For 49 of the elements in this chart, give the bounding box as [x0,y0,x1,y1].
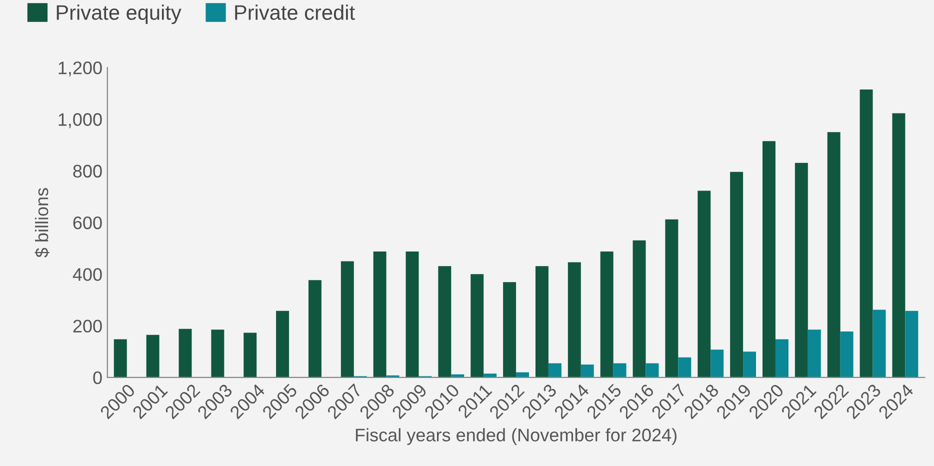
bar [373,251,386,378]
bar [665,219,678,378]
x-axis-title: Fiscal years ended (November for 2024) [356,428,676,446]
bar [710,350,724,378]
bar [146,334,160,378]
y-tick-label: 800 [73,164,102,178]
bar [211,330,224,378]
bar [827,132,840,378]
bar [808,330,821,378]
bar [840,331,854,378]
bar [484,374,497,378]
bar [632,240,646,378]
y-tick-label: 0 [93,371,102,384]
bar [503,282,516,378]
y-tick-label: 400 [72,268,102,281]
y-tick-label: 1,000 [58,113,102,128]
bar [580,364,594,378]
bar [730,172,744,378]
y-tick-label: 200 [73,320,102,333]
bar [872,310,886,378]
bar [905,310,918,378]
bar [646,363,659,378]
y-tick-label: 1,200 [58,62,102,76]
bar [794,162,808,378]
bar [178,328,192,378]
bar [308,280,322,378]
bar [892,113,906,378]
bar [340,261,354,378]
bar [613,363,626,378]
bar [114,339,127,378]
bar [548,363,562,378]
y-tick-label: 600 [73,216,102,230]
bar [775,339,788,378]
bar [438,266,452,378]
legend-label: Private credit [235,4,355,20]
bar [276,310,290,378]
legend-label: Private equity [56,4,182,24]
bar [568,262,581,378]
bar [860,90,873,378]
bar [406,251,419,378]
bar [600,251,614,378]
bar [743,352,756,378]
y-axis-title: $ billions [34,188,50,258]
bar [244,332,257,378]
bar [535,266,548,378]
bar [698,190,711,378]
bar [678,357,692,378]
bar [762,141,776,378]
bar [470,274,484,378]
